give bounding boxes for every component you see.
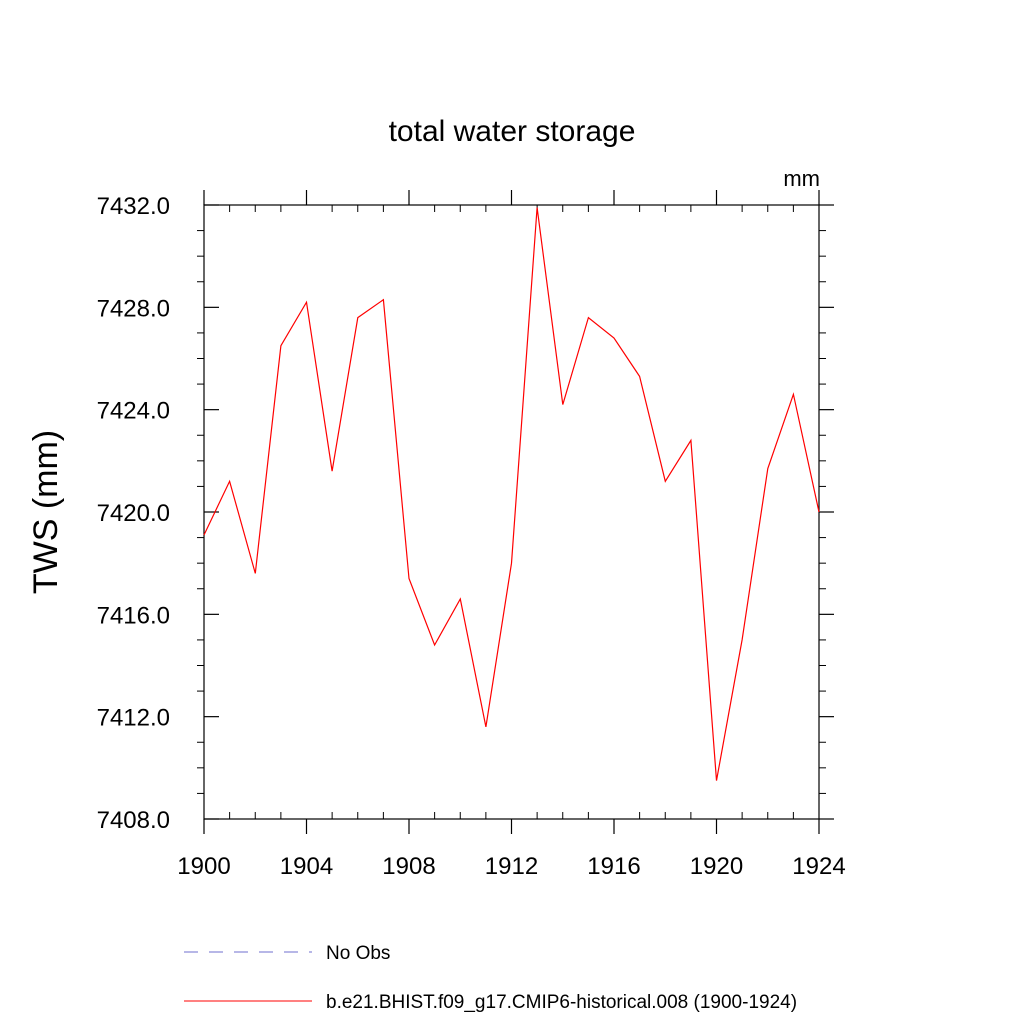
major-ticks <box>203 190 834 834</box>
x-tick-label: 1924 <box>792 853 845 880</box>
y-tick-label: 7420.0 <box>97 500 170 527</box>
series-group <box>203 207 820 781</box>
units-label: mm <box>783 166 820 191</box>
y-tick-label: 7428.0 <box>97 295 170 322</box>
x-tick-label: 1916 <box>587 853 640 880</box>
y-tick-label: 7408.0 <box>97 807 170 834</box>
y-tick-labels: 7408.0 7412.0 7416.0 7420.0 7424.0 7428.0 7432… <box>97 193 170 834</box>
chart-title: total water storage <box>389 115 636 148</box>
y-axis-label: TWS (mm) <box>27 430 65 594</box>
x-tick-label: 1900 <box>177 853 230 880</box>
y-tick-label: 7412.0 <box>97 705 170 732</box>
x-tick-label: 1908 <box>382 853 435 880</box>
minor-ticks <box>197 205 826 819</box>
series-line <box>203 207 820 781</box>
legend-label: b.e21.BHIST.f09_g17.CMIP6-historical.008… <box>326 992 797 1013</box>
legend-label: No Obs <box>326 943 390 964</box>
x-tick-label: 1912 <box>485 853 538 880</box>
y-tick-label: 7432.0 <box>97 193 170 220</box>
x-tick-label: 1904 <box>280 853 333 880</box>
y-tick-label: 7416.0 <box>97 602 170 629</box>
legend: No Obs b.e21.BHIST.f09_g17.CMIP6-historic… <box>184 943 797 1013</box>
x-tick-label: 1920 <box>690 853 743 880</box>
y-tick-label: 7424.0 <box>97 398 170 425</box>
x-tick-labels: 1900 1904 1908 1912 1916 1920 1924 <box>177 853 845 880</box>
